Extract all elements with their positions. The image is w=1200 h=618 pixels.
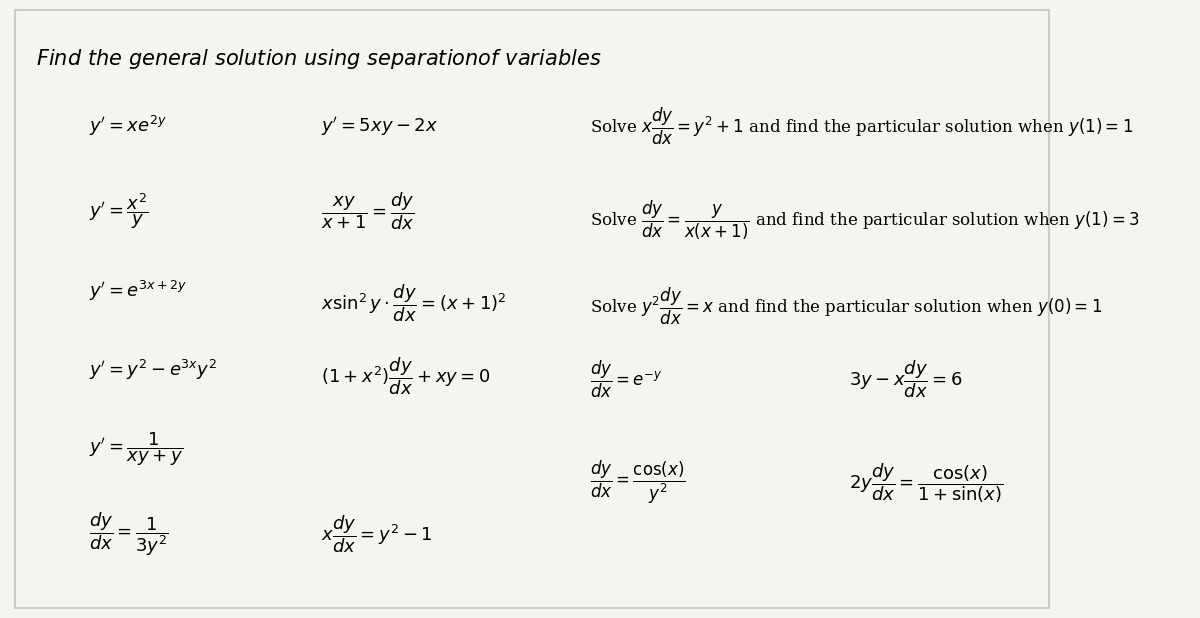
FancyBboxPatch shape: [14, 11, 1050, 607]
Text: $2y\dfrac{dy}{dx} = \dfrac{\cos(x)}{1+\sin(x)}$: $2y\dfrac{dy}{dx} = \dfrac{\cos(x)}{1+\s…: [848, 461, 1003, 504]
Text: $\dfrac{dy}{dx} = \dfrac{\cos(x)}{y^2}$: $\dfrac{dy}{dx} = \dfrac{\cos(x)}{y^2}$: [590, 459, 686, 506]
Text: $\dfrac{dy}{dx} = \dfrac{1}{3y^2}$: $\dfrac{dy}{dx} = \dfrac{1}{3y^2}$: [89, 510, 168, 559]
Text: $y' = e^{3x+2y}$: $y' = e^{3x+2y}$: [89, 279, 187, 303]
Text: Solve $y^2\dfrac{dy}{dx} = x$ and find the particular solution when $y(0)=1$: Solve $y^2\dfrac{dy}{dx} = x$ and find t…: [590, 286, 1103, 326]
Text: $3y - x\dfrac{dy}{dx} = 6$: $3y - x\dfrac{dy}{dx} = 6$: [848, 358, 962, 400]
Text: $x\sin^2 y \cdot \dfrac{dy}{dx} = (x+1)^2$: $x\sin^2 y \cdot \dfrac{dy}{dx} = (x+1)^…: [320, 282, 506, 324]
Text: $\it{Find\ the\ general\ solution\ using\ separationof\ variables}$: $\it{Find\ the\ general\ solution\ using…: [36, 47, 601, 71]
Text: Solve $\dfrac{dy}{dx} = \dfrac{y}{x(x+1)}$ and find the particular solution when: Solve $\dfrac{dy}{dx} = \dfrac{y}{x(x+1)…: [590, 199, 1140, 242]
Text: $y' = \dfrac{1}{xy+y}$: $y' = \dfrac{1}{xy+y}$: [89, 430, 182, 468]
Text: $y' = 5xy - 2x$: $y' = 5xy - 2x$: [320, 114, 438, 138]
Text: $(1+x^2)\dfrac{dy}{dx} + xy = 0$: $(1+x^2)\dfrac{dy}{dx} + xy = 0$: [320, 355, 491, 397]
Text: $\dfrac{dy}{dx} = e^{-y}$: $\dfrac{dy}{dx} = e^{-y}$: [590, 358, 662, 400]
Text: Solve $x\dfrac{dy}{dx} = y^2+1$ and find the particular solution when $y(1)=1$: Solve $x\dfrac{dy}{dx} = y^2+1$ and find…: [590, 106, 1133, 146]
Text: $y' = xe^{2y}$: $y' = xe^{2y}$: [89, 114, 167, 138]
Text: $x\dfrac{dy}{dx} = y^2 - 1$: $x\dfrac{dy}{dx} = y^2 - 1$: [320, 514, 432, 556]
Text: $y' = y^2 - e^{3x}y^2$: $y' = y^2 - e^{3x}y^2$: [89, 358, 217, 382]
Text: $\dfrac{xy}{x+1} = \dfrac{dy}{dx}$: $\dfrac{xy}{x+1} = \dfrac{dy}{dx}$: [320, 190, 414, 232]
Text: $y' = \dfrac{x^2}{y}$: $y' = \dfrac{x^2}{y}$: [89, 192, 149, 231]
